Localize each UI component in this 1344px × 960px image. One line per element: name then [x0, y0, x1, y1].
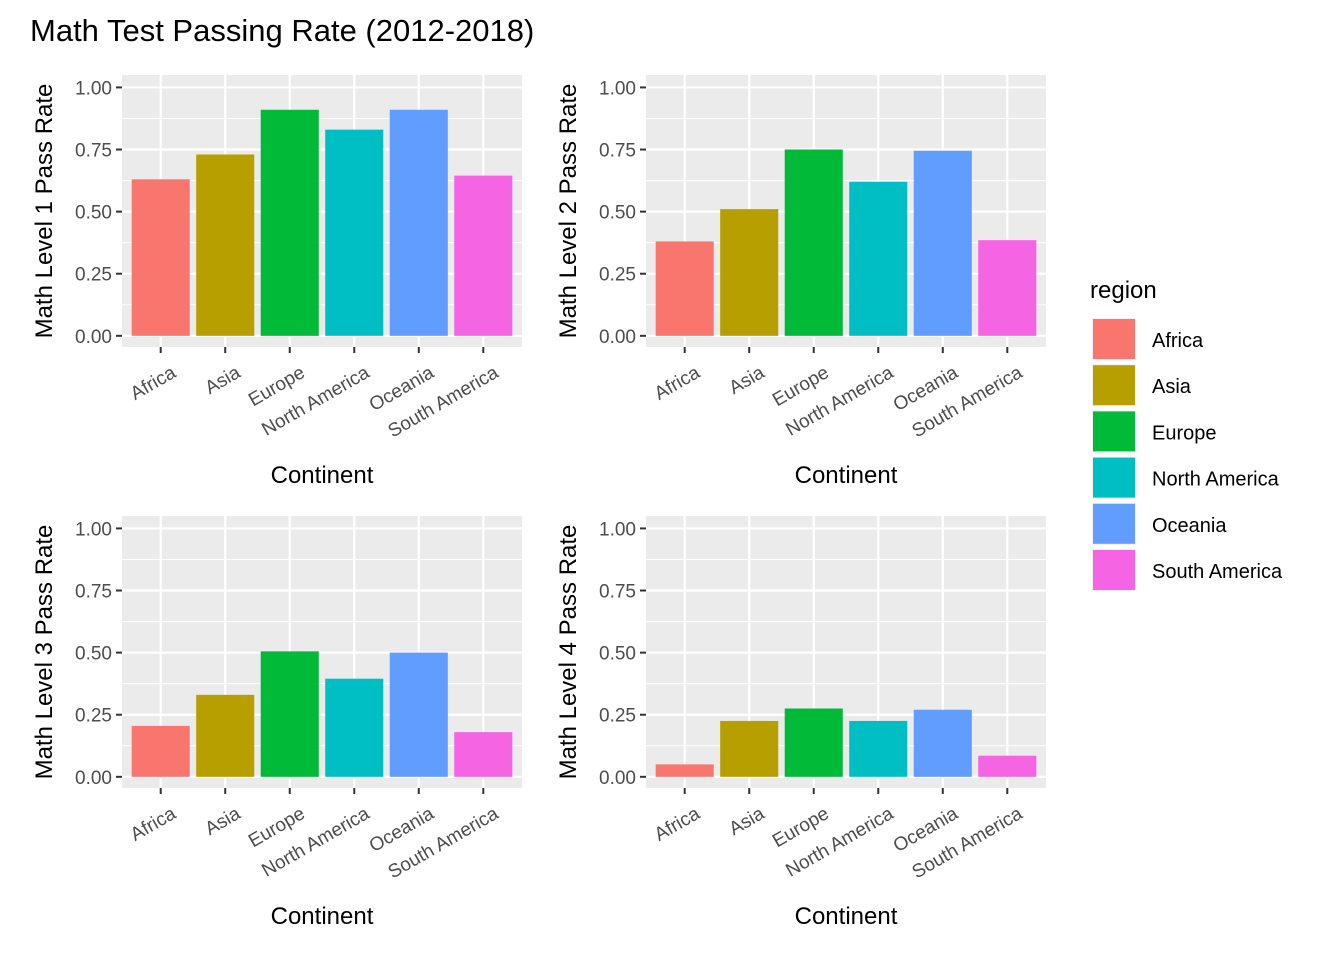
y-tick-label: 0.00 — [75, 768, 112, 789]
legend-key — [1093, 457, 1135, 498]
x-tick-label: Asia — [726, 362, 769, 399]
bar-north-america — [325, 129, 384, 336]
bar-africa — [131, 179, 190, 336]
x-tick-label: Africa — [127, 803, 180, 846]
y-tick-label: 0.00 — [75, 327, 112, 348]
y-tick-label: 0.00 — [599, 327, 636, 348]
x-axis-title: Continent — [271, 462, 374, 489]
bar-south-america — [978, 240, 1037, 336]
legend-label: Asia — [1152, 376, 1192, 398]
x-tick-label: Asia — [726, 803, 769, 840]
legend-key — [1093, 503, 1135, 544]
y-axis-title: Math Level 3 Pass Rate — [31, 525, 58, 780]
bar-south-america — [454, 732, 513, 777]
legend-item-africa: Africa — [1092, 318, 1204, 360]
y-tick-label: 0.50 — [599, 203, 636, 224]
bar-oceania — [913, 709, 972, 777]
bar-south-america — [978, 755, 1037, 777]
x-tick-label: South America — [909, 803, 1027, 883]
x-axis-title: Continent — [795, 462, 898, 489]
bar-africa — [655, 241, 714, 336]
bar-north-america — [325, 678, 384, 777]
bar-oceania — [389, 652, 448, 777]
y-tick-label: 1.00 — [75, 78, 112, 99]
bar-europe — [260, 109, 319, 336]
bar-africa — [131, 725, 190, 777]
bar-asia — [196, 154, 255, 336]
y-tick-label: 0.50 — [75, 203, 112, 224]
bar-asia — [196, 694, 255, 777]
legend-item-north-america: North America — [1092, 456, 1280, 499]
y-tick-label: 1.00 — [599, 519, 636, 540]
y-tick-label: 0.25 — [75, 265, 112, 286]
y-tick-label: 0.50 — [75, 644, 112, 665]
bar-africa — [655, 764, 714, 777]
legend-key — [1093, 365, 1135, 406]
x-tick-label: Asia — [202, 362, 245, 399]
chart-title: Math Test Passing Rate (2012-2018) — [30, 13, 534, 48]
bar-europe — [784, 708, 843, 777]
y-axis-title: Math Level 4 Pass Rate — [555, 525, 582, 780]
bar-europe — [260, 651, 319, 777]
legend-label: Europe — [1152, 422, 1217, 444]
x-tick-label: Africa — [127, 362, 180, 405]
bar-europe — [784, 149, 843, 336]
y-axis-title: Math Level 1 Pass Rate — [31, 84, 58, 339]
y-tick-label: 0.25 — [599, 265, 636, 286]
x-tick-label: Africa — [651, 803, 704, 846]
y-tick-label: 0.75 — [599, 141, 636, 162]
legend-item-south-america: South America — [1092, 549, 1283, 591]
legend-title: region — [1090, 277, 1157, 304]
bar-asia — [720, 720, 779, 777]
x-tick-label: North America — [782, 362, 897, 441]
y-tick-label: 0.25 — [599, 706, 636, 727]
legend-item-oceania: Oceania — [1092, 502, 1227, 545]
y-tick-label: 0.75 — [599, 582, 636, 603]
y-tick-label: 0.75 — [75, 582, 112, 603]
bar-oceania — [389, 109, 448, 336]
legend-label: North America — [1152, 469, 1280, 491]
y-tick-label: 0.50 — [599, 644, 636, 665]
bar-north-america — [849, 181, 908, 336]
legend-label: Oceania — [1152, 515, 1227, 537]
y-tick-label: 0.75 — [75, 141, 112, 162]
bar-north-america — [849, 720, 908, 777]
y-tick-label: 0.25 — [75, 706, 112, 727]
bar-oceania — [913, 150, 972, 336]
bar-south-america — [454, 175, 513, 336]
bar-asia — [720, 209, 779, 336]
x-tick-label: North America — [782, 803, 897, 882]
legend-key — [1093, 319, 1135, 359]
x-tick-label: North America — [258, 362, 373, 441]
x-tick-label: North America — [258, 803, 373, 882]
legend-label: Africa — [1152, 330, 1204, 352]
x-tick-label: South America — [909, 362, 1027, 442]
legend-key — [1093, 550, 1135, 590]
y-axis-title: Math Level 2 Pass Rate — [555, 84, 582, 339]
y-tick-label: 1.00 — [75, 519, 112, 540]
legend: region Africa Asia Europe North America Ocea… — [1090, 277, 1283, 591]
y-tick-label: 1.00 — [599, 78, 636, 99]
legend-item-asia: Asia — [1092, 364, 1192, 407]
x-tick-label: South America — [385, 803, 503, 883]
legend-key — [1093, 411, 1135, 452]
x-tick-label: Asia — [202, 803, 245, 840]
x-tick-label: South America — [385, 362, 503, 442]
legend-item-europe: Europe — [1092, 410, 1217, 453]
x-axis-title: Continent — [795, 903, 898, 930]
legend-label: South America — [1152, 561, 1283, 583]
y-tick-label: 0.00 — [599, 768, 636, 789]
x-tick-label: Africa — [651, 362, 704, 405]
x-axis-title: Continent — [271, 903, 374, 930]
